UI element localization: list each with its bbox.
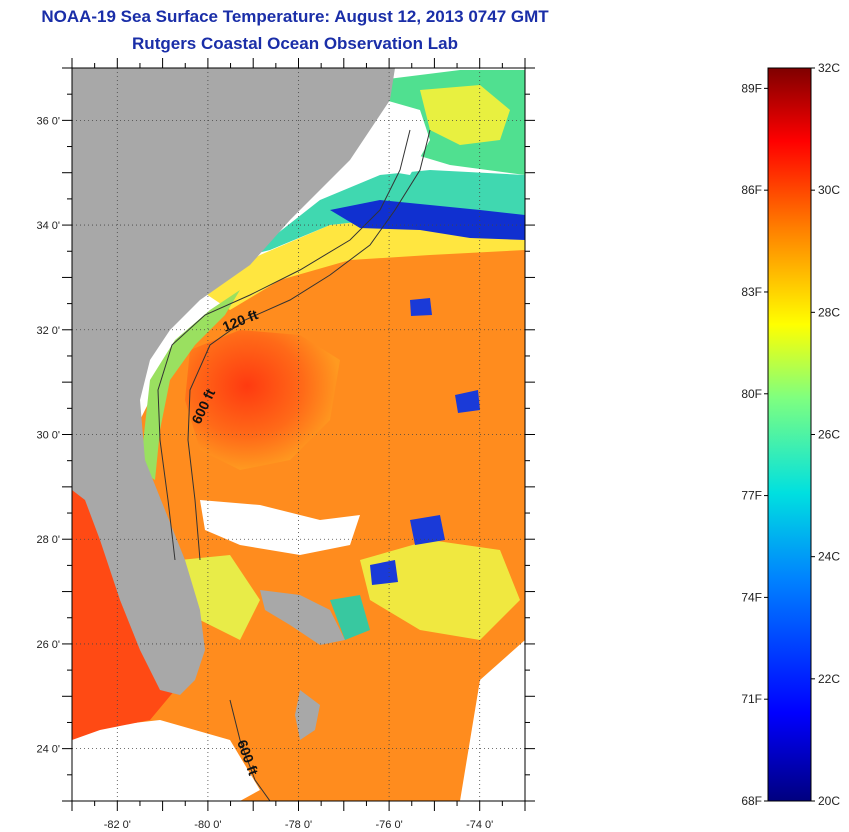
y-tick-label: 32 0' (36, 325, 60, 337)
x-tick-label: -82 0' (104, 819, 131, 831)
y-tick-label: 30 0' (36, 430, 60, 442)
colorbar-fahrenheit-label: 83F (741, 285, 762, 299)
colorbar-celsius-label: 20C (818, 794, 840, 808)
colorbar-celsius-label: 32C (818, 61, 840, 75)
ocean-cool-band (200, 215, 525, 310)
colorbar-fahrenheit-label: 86F (741, 183, 762, 197)
latitude-labels: 36 0' 34 0' 32 0' 30 0' 28 0' 26 0' 24 0' (36, 115, 60, 755)
colorbar-fahrenheit-label: 74F (741, 590, 762, 604)
x-tick-label: -74 0' (466, 819, 493, 831)
longitude-labels: -82 0' -80 0' -78 0' -76 0' -74 0' (104, 819, 494, 831)
ocean-blue-spot (410, 298, 432, 316)
map-title: NOAA-19 Sea Surface Temperature: August … (41, 7, 549, 26)
island (260, 590, 345, 645)
ocean-blue-spot (370, 560, 398, 585)
y-tick-label: 24 0' (36, 744, 60, 756)
colorbar-celsius-label: 28C (818, 305, 840, 319)
colorbar-fahrenheit-label: 68F (741, 794, 762, 808)
ocean-hot-core (185, 330, 340, 470)
x-tick-label: -78 0' (285, 819, 312, 831)
colorbar-fahrenheit-label: 77F (741, 489, 762, 503)
colorbar-ticks (764, 67, 815, 802)
colorbar-fahrenheit-labels: 89F 86F 83F 80F 77F 74F 71F 68F (741, 81, 762, 808)
map-subtitle: Rutgers Coastal Ocean Observation Lab (132, 34, 458, 53)
contour-600ft (187, 129, 431, 561)
contour-120ft (157, 129, 411, 561)
colorbar-celsius-label: 24C (818, 550, 840, 564)
map-ticks (62, 58, 535, 811)
colorbar-celsius-label: 22C (818, 672, 840, 686)
y-tick-label: 36 0' (36, 115, 60, 127)
cloud-patch (72, 720, 260, 801)
x-tick-label: -80 0' (194, 819, 221, 831)
ocean-blue-spot (410, 515, 445, 545)
colorbar-celsius-label: 26C (818, 428, 840, 442)
x-tick-label: -76 0' (376, 819, 403, 831)
island (295, 690, 320, 740)
y-tick-label: 26 0' (36, 639, 60, 651)
gulf-warm-water (72, 490, 175, 740)
colorbar-fahrenheit-label: 71F (741, 692, 762, 706)
cloud-patch (460, 640, 525, 801)
colorbar-celsius-label: 30C (818, 183, 840, 197)
ocean-north-yellow (420, 85, 510, 145)
y-tick-label: 34 0' (36, 220, 60, 232)
colorbar-celsius-labels: 32C 30C 28C 26C 24C 22C 20C (818, 61, 840, 808)
ocean-blue-spot (455, 390, 480, 413)
contour-600ft-south (229, 699, 271, 801)
y-tick-label: 28 0' (36, 534, 60, 546)
cloud-patch (200, 500, 360, 555)
colorbar-fahrenheit-label: 80F (741, 387, 762, 401)
ocean-blue-patch (330, 200, 525, 240)
ocean-green-patch (330, 595, 370, 640)
colorbar (767, 67, 812, 802)
colorbar-fahrenheit-label: 89F (741, 81, 762, 95)
